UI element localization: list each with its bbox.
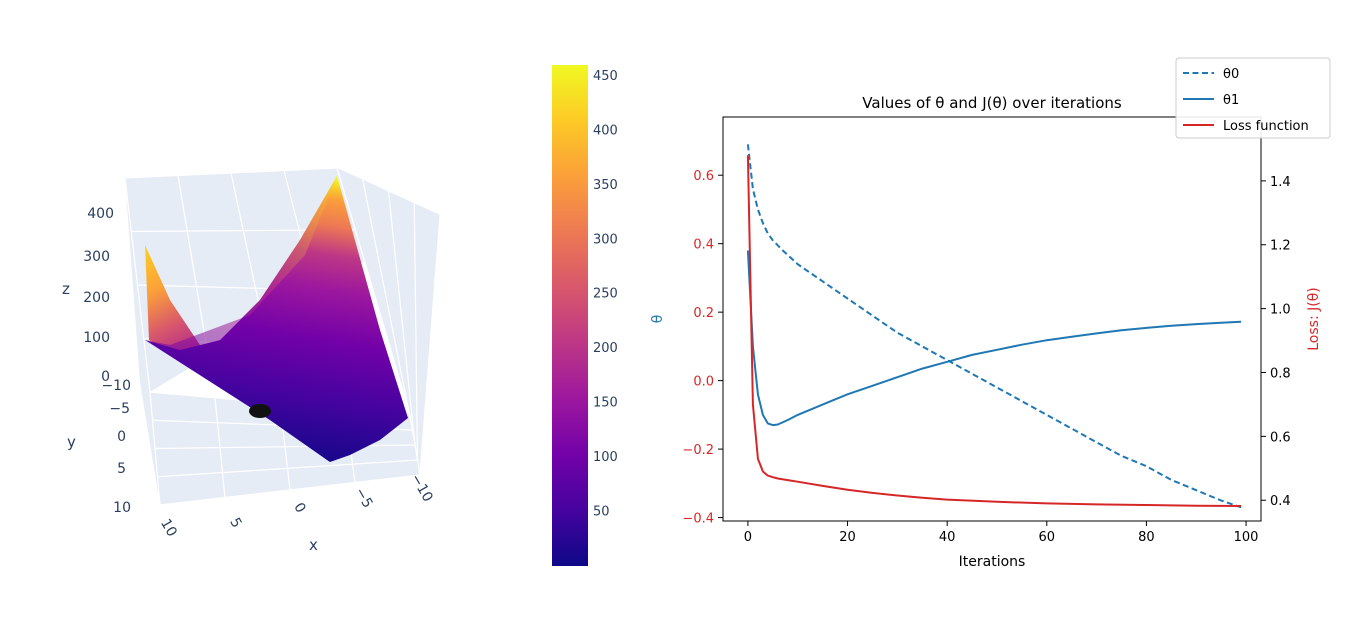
line-chart: 0 20 40 60 80 100 −0.4 −0.2 0.0 0.2 0.4 0.6 0.4 0.6… xyxy=(650,57,1331,570)
y-left-tick-label: 0.6 xyxy=(693,169,714,184)
x-tick-label: 20 xyxy=(839,530,856,545)
colorbar-tick-label: 150 xyxy=(593,396,618,411)
x-tick-label: 0 xyxy=(290,500,308,516)
x-tick-label: 80 xyxy=(1138,530,1155,545)
surface-main-face xyxy=(145,176,408,462)
surface-3d-scene[interactable]: 0 100 200 300 400 −10 −5 0 5 10 10 5 0 −5 −10 z y x xyxy=(62,167,441,554)
y-right-ticks: 0.4 0.6 0.8 1.0 1.2 1.4 xyxy=(1261,175,1291,509)
colorbar-tick-label: 200 xyxy=(593,341,618,356)
y-left-axis-label: θ xyxy=(650,315,666,324)
x-tick-label: −5 xyxy=(351,485,375,511)
y-right-tick-label: 0.8 xyxy=(1270,366,1291,381)
z-tick-label: 100 xyxy=(83,330,110,346)
y-left-tick-label: 0.2 xyxy=(693,306,714,321)
x-tick-label: 0 xyxy=(744,530,752,545)
chart-title: Values of θ and J(θ) over iterations xyxy=(862,94,1122,112)
scene-left-wall xyxy=(125,178,160,505)
floor-gridline-y xyxy=(157,459,418,478)
plot-area xyxy=(722,116,1262,522)
series-theta0-line xyxy=(746,144,1242,509)
y-left-tick-label: 0.0 xyxy=(693,375,714,390)
floor-gridline-y xyxy=(159,474,421,506)
x-tick-label: 100 xyxy=(1234,530,1259,545)
x-axis-label: Iterations xyxy=(959,554,1026,570)
y-right-tick-label: 0.6 xyxy=(1270,430,1291,445)
y-tick-label: 0 xyxy=(117,429,126,445)
colorbar-tick-label: 250 xyxy=(593,287,618,302)
y-right-tick-label: 1.0 xyxy=(1270,303,1291,318)
floor-gridline-y xyxy=(154,444,416,450)
minimum-marker[interactable] xyxy=(249,404,271,418)
series-loss-line xyxy=(746,155,1242,507)
x-tick-label: −10 xyxy=(407,471,436,505)
legend-box xyxy=(1175,57,1331,139)
y-tick-label: 5 xyxy=(117,461,126,477)
y-left-ticks: −0.4 −0.2 0.0 0.2 0.4 0.6 xyxy=(682,169,723,527)
floor-gridline-x xyxy=(409,414,421,476)
z-tick-label: 400 xyxy=(87,206,114,222)
colorbar-tick-label: 50 xyxy=(593,505,610,520)
colorbar-tick-label: 350 xyxy=(593,178,618,193)
x-tick-label: 40 xyxy=(939,530,956,545)
y-left-tick-label: 0.4 xyxy=(693,238,714,253)
y-tick-label: −10 xyxy=(101,378,131,394)
y-right-axis-label: Loss: J(θ) xyxy=(1306,287,1322,351)
legend-label-theta1: θ1 xyxy=(1223,93,1239,108)
y-tick-label: 10 xyxy=(113,500,131,516)
x-axis-title: x xyxy=(309,536,318,554)
y-left-tick-label: −0.4 xyxy=(682,512,714,527)
y-right-tick-label: 1.4 xyxy=(1270,175,1291,190)
colorbar-tick-label: 100 xyxy=(593,450,618,465)
z-tick-label: 0 xyxy=(101,369,110,385)
colorbar-ticks: 50 100 150 200 250 300 350 400 450 xyxy=(593,69,618,520)
right-gridline xyxy=(362,179,414,431)
back-gridline-x xyxy=(336,167,411,416)
colorbar-strip xyxy=(552,65,588,566)
right-gridline xyxy=(419,214,441,476)
x-ticks: 0 20 40 60 80 100 xyxy=(744,521,1259,545)
z-tick-label: 300 xyxy=(83,249,110,265)
legend: θ0 θ1 Loss function xyxy=(1175,57,1331,139)
colorbar-tick-label: 450 xyxy=(593,69,618,84)
z-axis-title: z xyxy=(62,280,70,298)
z-tick-label: 200 xyxy=(83,290,110,306)
x-tick-label: 10 xyxy=(157,516,180,539)
colorbar-tick-label: 300 xyxy=(593,232,618,247)
x-tick-label: 60 xyxy=(1039,530,1056,545)
series-layer xyxy=(746,144,1242,509)
y-right-tick-label: 0.4 xyxy=(1270,494,1291,509)
series-theta1-line xyxy=(746,250,1242,427)
right-gridline xyxy=(413,203,419,461)
legend-label-theta0: θ0 xyxy=(1223,67,1239,82)
loss-surface[interactable] xyxy=(145,176,408,462)
y-right-tick-label: 1.2 xyxy=(1270,239,1291,254)
y-axis-title: y xyxy=(67,433,76,451)
y-tick-label: −5 xyxy=(109,401,130,417)
right-gridline xyxy=(387,191,416,446)
legend-label-loss: Loss function xyxy=(1223,119,1309,134)
x-tick-label: 5 xyxy=(226,515,244,531)
colorbar-tick-label: 400 xyxy=(593,123,618,138)
colorbar: 50 100 150 200 250 300 350 400 450 xyxy=(552,65,618,566)
y-left-tick-label: −0.2 xyxy=(682,443,714,458)
